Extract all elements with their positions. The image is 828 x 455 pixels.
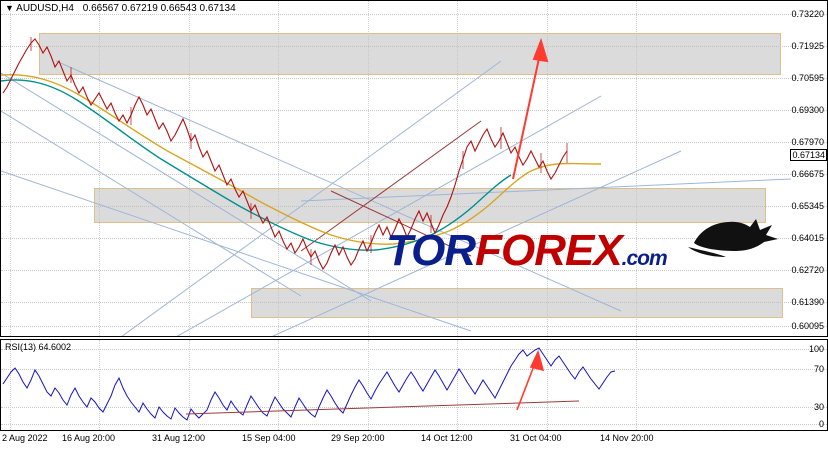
time-tick: 16 Aug 20:00 [62, 433, 116, 443]
ma-fast-line [1, 79, 512, 251]
rsi-tick: 0 [818, 419, 824, 429]
vertical-gridline [278, 340, 279, 430]
vertical-gridline [636, 340, 637, 430]
vertical-gridline [547, 1, 548, 336]
price-tick: 0.62720 [791, 265, 824, 275]
price-tick: 0.73220 [791, 9, 824, 19]
gridline [1, 14, 827, 15]
vertical-gridline [189, 340, 190, 430]
gridline [1, 110, 827, 111]
price-projection-arrow [512, 37, 549, 180]
rsi-indicator-label: RSI(13) 64.6002 [5, 342, 72, 352]
rsi-gridline [1, 424, 827, 425]
rsi-plot-area[interactable]: 100 70 30 0 [1, 340, 827, 430]
price-tick: 0.61390 [791, 297, 824, 307]
lower-demand-zone [251, 288, 783, 318]
price-chart-panel[interactable]: 0.67134 TORFOREX.com ▼ AUDUSD,H4 0.66567… [0, 0, 828, 337]
chart-header[interactable]: ▼ AUDUSD,H4 0.66567 0.67219 0.66543 0.67… [5, 3, 236, 14]
mid-demand-zone [94, 188, 766, 223]
rsi-gridline [1, 407, 827, 408]
vertical-gridline [10, 1, 11, 336]
upper-supply-zone [39, 33, 781, 75]
time-axis: 2 Aug 2022 16 Aug 20:00 31 Aug 12:00 15 … [0, 431, 828, 455]
vertical-gridline [99, 340, 100, 430]
time-tick: 31 Oct 04:00 [510, 433, 562, 443]
price-tick: 0.66675 [791, 169, 824, 179]
price-tick: 0.71925 [791, 41, 824, 51]
vertical-gridline [10, 340, 11, 430]
symbol-label: AUDUSD,H4 [16, 3, 74, 14]
gridline [1, 142, 827, 143]
price-close-path [2, 38, 568, 271]
vertical-gridline [457, 1, 458, 336]
rsi-tick: 30 [813, 402, 824, 412]
vertical-gridline [189, 1, 190, 336]
price-tick: 0.64015 [791, 233, 824, 243]
vertical-gridline [457, 340, 458, 430]
price-tick: 0.70595 [791, 73, 824, 83]
gridline [1, 238, 827, 239]
vertical-gridline [278, 1, 279, 336]
price-tick: 0.69300 [791, 105, 824, 115]
gridline [1, 78, 827, 79]
candle-wicks [30, 37, 568, 265]
rsi-tick: 100 [808, 344, 824, 354]
gridline [1, 174, 827, 175]
rsi-trendline [185, 400, 580, 415]
rsi-tick: 70 [813, 364, 824, 374]
time-tick: 14 Nov 20:00 [600, 433, 654, 443]
current-price-tag: 0.67134 [790, 149, 827, 161]
rsi-chart-panel[interactable]: 100 70 30 0 RSI(13) 64.6002 [0, 339, 828, 431]
price-tick: 0.65345 [791, 201, 824, 211]
rsi-series [2, 347, 616, 421]
time-tick: 15 Sep 04:00 [242, 433, 296, 443]
vertical-gridline [636, 1, 637, 336]
vertical-gridline [99, 1, 100, 336]
vertical-gridline [368, 340, 369, 430]
price-series [1, 37, 602, 271]
rsi-line [2, 347, 616, 421]
time-tick: 29 Sep 20:00 [331, 433, 385, 443]
vertical-gridline [368, 1, 369, 336]
time-tick: 2 Aug 2022 [2, 433, 48, 443]
ma-slow-line [1, 73, 602, 245]
gridline [1, 326, 827, 327]
price-plot-area[interactable]: 0.67134 TORFOREX.com [1, 1, 827, 336]
rsi-gridline [1, 349, 827, 350]
time-tick: 31 Aug 12:00 [152, 433, 206, 443]
gridline [1, 270, 827, 271]
rsi-projection-arrow [516, 349, 545, 411]
ohlc-values: 0.66567 0.67219 0.66543 0.67134 [82, 3, 236, 14]
price-tick: 0.60095 [791, 321, 824, 331]
rsi-gridline [1, 369, 827, 370]
vertical-gridline [547, 340, 548, 430]
collapse-icon[interactable]: ▼ [5, 3, 14, 13]
price-tick: 0.67970 [791, 137, 824, 147]
time-tick: 14 Oct 12:00 [421, 433, 473, 443]
trendlines-layer [1, 60, 792, 336]
